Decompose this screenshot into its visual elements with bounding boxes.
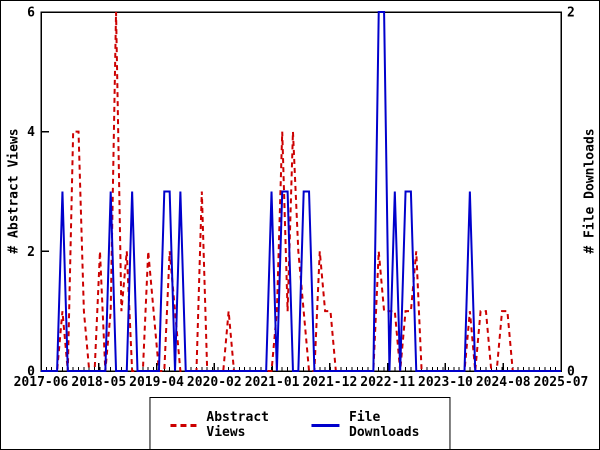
- abstract-views-line: [41, 11, 561, 372]
- y-right-tick-label: 0: [567, 365, 575, 380]
- legend-item-file-downloads: File Downloads: [311, 410, 429, 440]
- legend-label-file-downloads: File Downloads: [349, 410, 420, 440]
- x-tick-label: 2020-02: [187, 375, 242, 390]
- x-tick-label: 2023-10: [418, 375, 473, 390]
- x-tick-label: 2019-04: [129, 375, 184, 390]
- y-axis-left-title: # Abstract Views: [6, 128, 22, 254]
- legend-label-abstract-views: Abstract Views: [206, 410, 269, 440]
- x-tick-label: 2017-06: [14, 375, 69, 390]
- legend: Abstract Views File Downloads: [149, 397, 451, 449]
- y-left-tick-label: 4: [27, 125, 35, 140]
- x-tick-label: 2021-12: [302, 375, 357, 390]
- y-left-tick-label: 6: [27, 6, 35, 21]
- y-left-tick-label: 2: [27, 245, 35, 260]
- x-tick-label: 2022-11: [360, 375, 415, 390]
- plot-border: [40, 11, 562, 372]
- x-tick-label: 2021-01: [245, 375, 300, 390]
- x-tick-label: 2024-08: [476, 375, 531, 390]
- y-axis-right-title: # File Downloads: [582, 128, 598, 254]
- y-right-tick-label: 2: [567, 6, 575, 21]
- x-tick-label: 2018-05: [71, 375, 126, 390]
- abstract-views-line-sample-icon: [170, 423, 197, 427]
- legend-item-abstract-views: Abstract Views: [170, 410, 281, 440]
- file-downloads-line: [41, 11, 561, 372]
- file-downloads-line-sample-icon: [311, 423, 340, 427]
- y-left-tick-label: 0: [27, 365, 35, 380]
- x-tick-label: 2025-07: [534, 375, 589, 390]
